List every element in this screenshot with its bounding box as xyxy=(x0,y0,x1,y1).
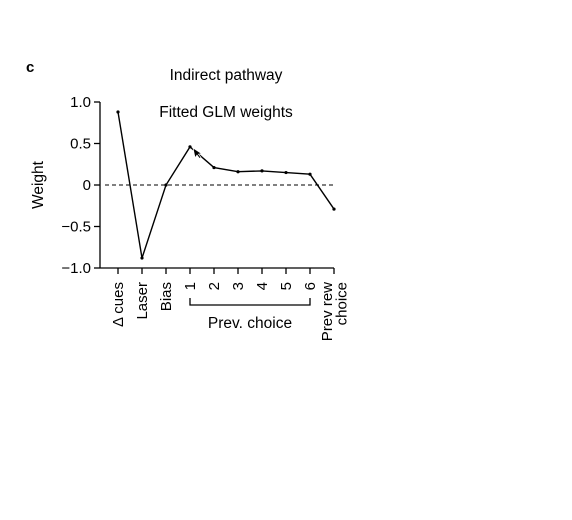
x-tick-label: Bias xyxy=(158,282,175,311)
data-point xyxy=(284,170,288,175)
y-tick-label: 0 xyxy=(83,177,91,194)
y-tick-label: −0.5 xyxy=(61,219,91,236)
data-point xyxy=(308,172,312,176)
series-line xyxy=(117,111,335,259)
y-tick-label: 1.0 xyxy=(70,94,91,111)
prev-choice-label: Prev. choice xyxy=(208,315,292,332)
y-ticks: 1.0 0.5 0 −0.5 −1.0 xyxy=(61,94,100,277)
chart-title: Indirect pathway xyxy=(170,67,283,84)
x-tick-label: choice xyxy=(333,282,350,325)
y-tick-label: −1.0 xyxy=(61,260,91,277)
data-point xyxy=(260,169,264,173)
x-tick-label: Laser xyxy=(134,282,151,320)
x-tick-label: 5 xyxy=(278,282,295,290)
chart-subtitle: Fitted GLM weights xyxy=(159,104,293,121)
x-tick-label: 1 xyxy=(182,282,199,290)
x-tick-label: 6 xyxy=(302,282,319,290)
cursor-icon xyxy=(192,147,203,159)
panel-letter: c xyxy=(26,59,34,76)
y-tick-label: 0.5 xyxy=(70,136,91,153)
prev-choice-bracket xyxy=(189,298,311,306)
data-point xyxy=(212,165,216,170)
x-tick-label: 4 xyxy=(254,282,271,290)
y-axis-label: Weight xyxy=(30,160,47,209)
data-point xyxy=(116,110,120,114)
data-point xyxy=(332,207,336,211)
data-point xyxy=(188,145,192,149)
x-tick-label: 3 xyxy=(230,282,247,290)
x-tick-label: 2 xyxy=(206,282,223,290)
series-weights xyxy=(116,110,336,260)
data-point xyxy=(140,256,144,260)
x-tick-label: Δ cues xyxy=(110,282,127,327)
x-tick-label: Prev rew xyxy=(319,282,336,341)
data-point xyxy=(236,170,240,174)
data-point xyxy=(164,183,168,187)
